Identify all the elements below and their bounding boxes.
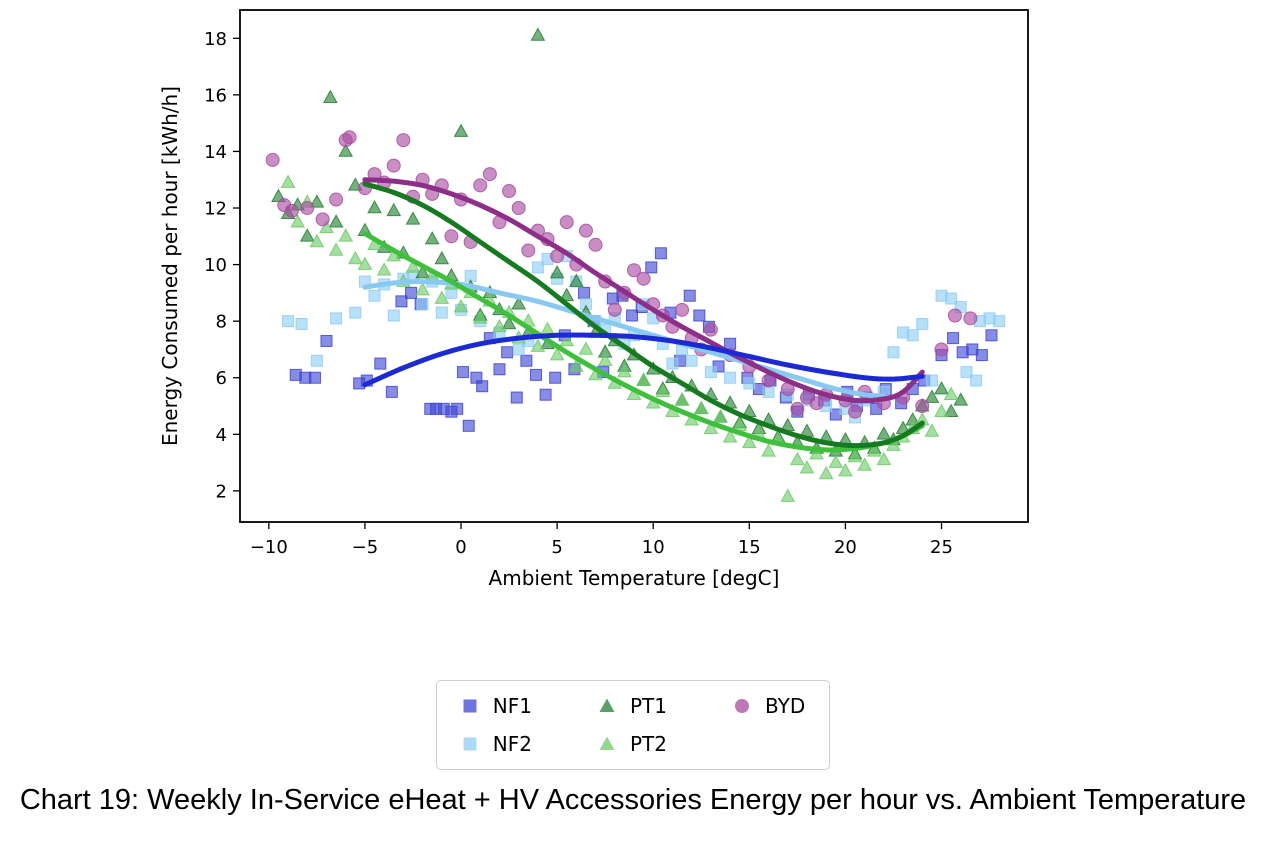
legend-label-nf1: NF1 — [492, 694, 532, 718]
svg-text:18: 18 — [204, 29, 227, 50]
nf1-square-marker-icon — [461, 697, 479, 715]
legend-label-pt1: PT1 — [629, 694, 667, 718]
svg-text:25: 25 — [930, 537, 953, 558]
legend-item-nf1: NF1 — [461, 694, 532, 718]
legend-item-byd: BYD — [733, 694, 805, 718]
legend-item-pt2: PT2 — [598, 732, 667, 756]
svg-text:16: 16 — [204, 85, 227, 106]
legend-item-pt1: PT1 — [598, 694, 667, 718]
svg-text:2: 2 — [216, 481, 227, 502]
svg-text:6: 6 — [216, 368, 227, 389]
svg-text:10: 10 — [642, 537, 665, 558]
pt1-triangle-marker-icon — [598, 697, 616, 715]
svg-text:−10: −10 — [250, 537, 288, 558]
svg-text:0: 0 — [455, 537, 466, 558]
svg-text:20: 20 — [834, 537, 857, 558]
nf2-square-marker-icon — [461, 735, 479, 753]
svg-text:12: 12 — [204, 199, 227, 220]
legend-item-nf2: NF2 — [461, 732, 532, 756]
legend-label-nf2: NF2 — [492, 732, 532, 756]
svg-text:5: 5 — [551, 537, 562, 558]
chart-figure: −10 −5 0 5 10 15 20 25 2 4 6 8 10 12 14 16 18 Energy Con… — [158, 9, 1029, 590]
legend-wrap: NF1 NF2 PT1 PT2 BYD — [0, 680, 1266, 770]
svg-text:4: 4 — [216, 425, 227, 446]
svg-text:15: 15 — [738, 537, 761, 558]
svg-text:10: 10 — [204, 255, 227, 276]
legend-label-pt2: PT2 — [629, 732, 667, 756]
byd-circle-marker-icon — [733, 697, 751, 715]
svg-text:8: 8 — [216, 312, 227, 333]
chart-svg: −10 −5 0 5 10 15 20 25 2 4 6 8 10 12 14 16 18 — [204, 9, 1029, 558]
legend-label-byd: BYD — [764, 694, 806, 718]
svg-text:14: 14 — [204, 142, 227, 163]
legend: NF1 NF2 PT1 PT2 BYD — [435, 680, 831, 770]
pt2-triangle-marker-icon — [598, 735, 616, 753]
svg-text:−5: −5 — [352, 537, 379, 558]
x-axis-label: Ambient Temperature [degC] — [488, 566, 780, 590]
y-axis-label: Energy Consumed per hour [kWh/h] — [158, 86, 182, 446]
caption: Chart 19: Weekly In-Service eHeat + HV A… — [19, 784, 1247, 816]
